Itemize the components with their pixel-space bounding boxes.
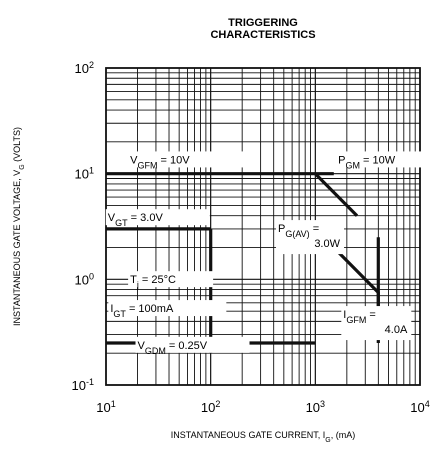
y-tick-label: 101 [75,166,94,182]
annotation-text-vgdm: VGDM = 0.25V [138,340,208,356]
annotation-text-pgm: PGM = 10W [338,154,396,170]
annotation-bg [105,209,210,226]
annotation-igt: IGT = 100mA [108,300,227,319]
annotation-bg [128,271,214,288]
annotation-vgfm: VGFM = 10V [128,151,244,170]
annotation-igfm: IGFM = 4.0A [341,306,412,341]
y-tick-label: 102 [75,60,94,76]
curve-pgm [314,172,359,217]
chart-title-line2: CHARACTERISTICS [210,29,315,41]
x-axis-label: INSTANTANEOUS GATE CURRENT, IG, (mA) [171,430,355,444]
annotation-pgav: PG(AV) =3.0W [276,220,345,255]
annotation-bg [336,151,425,168]
annotation-bg [341,306,412,341]
annotation-bg [135,336,250,353]
y-axis-label: INSTANTANEOUS GATE VOLTAGE, VG (VOLTS) [12,127,26,326]
annotation-vgdm: VGDM = 0.25V [135,336,250,356]
annotation-tj: Tj = 25°C [128,271,214,290]
annotation-text-pgav-line2: 3.0W [314,238,340,250]
y-tick-label: 10-1 [72,377,94,393]
annotation-text-igt: IGT = 100mA [110,303,174,319]
annotation-pgm: PGM = 10W [336,151,425,170]
chart-title-line1: TRIGGERING [228,17,298,29]
annotation-text-igfm-line2: 4.0A [385,324,408,336]
annotation-bg [128,151,244,168]
y-tick-label: 100 [75,271,94,287]
annotation-vgt: VGT = 3.0V [105,209,210,228]
plot-frame [105,67,421,386]
x-tick-label: 103 [306,399,325,415]
annotation-text-vgfm: VGFM = 10V [130,154,190,170]
annotation-text-vgt: VGT = 3.0V [108,212,164,228]
x-tick-label: 104 [410,399,429,415]
annotation-text-igfm: IGFM = [343,309,376,325]
annotation-bg [108,300,227,317]
x-tick-label: 102 [201,399,220,415]
annotation-bg [276,220,345,255]
x-tick-label: 101 [96,399,115,415]
annotation-text-tj: Tj = 25°C [130,274,176,290]
annotation-text-pgav: PG(AV) = [278,223,319,239]
